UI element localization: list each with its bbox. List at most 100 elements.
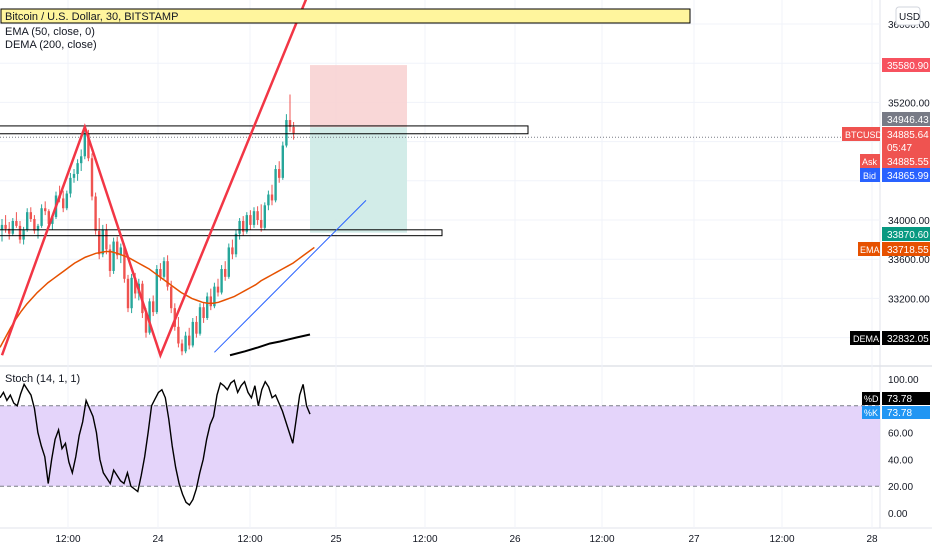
ema-price-tag: EMA 33718.55 [858,242,930,256]
stop-loss-zone [310,65,407,128]
svg-text:EMA: EMA [860,245,880,255]
candle-body [256,211,259,220]
blue-trend-line [214,200,367,353]
candle-body [213,286,216,307]
candle-body [51,217,54,224]
candle-body [47,211,50,224]
candle-body [65,193,68,209]
time-tick-label: 25 [330,534,342,545]
candle-body [288,120,292,127]
candle-body [90,158,94,197]
candle-body [198,307,202,334]
time-tick-label: 12:00 [237,534,262,545]
indicator-legend-ema[interactable]: EMA (50, close, 0) [5,26,95,38]
time-tick-label: 24 [152,534,164,545]
candle-body [134,277,137,294]
stoch-legend[interactable]: Stoch (14, 1, 1) [5,373,80,385]
candle-body [155,269,158,313]
candle-body [44,208,47,212]
stoch-k-tag: %K 73.78 [862,406,930,419]
candle-body [11,220,14,234]
stoch-tick-label: 60.00 [888,429,913,440]
candle-body [170,286,173,309]
candle-body [69,177,72,194]
candle-body [206,296,209,318]
candle-body [33,219,36,231]
svg-text:33718.55: 33718.55 [887,245,929,256]
candle-body [159,269,162,277]
candle-body [227,247,230,277]
svg-text:DEMA: DEMA [853,334,879,344]
candle-body [292,126,295,134]
indicator-legend-dema[interactable]: DEMA (200, close) [5,39,97,51]
candle-body [184,335,187,352]
ask-price-tag: Ask 34885.55 [860,154,930,168]
candle-body [144,313,148,333]
axis-labels: 36000.0035200.0034000.0033600.0033200.00… [55,20,930,545]
ema-line [0,246,315,348]
candle-body [162,261,166,277]
candle-body [224,269,227,277]
svg-text:34885.55: 34885.55 [887,157,929,168]
stoch-tick-label: 20.00 [888,482,913,493]
candle-body [191,321,194,346]
candle-body [40,208,43,226]
last-price-tag: BTCUSD 34885.64 05:47 [842,127,930,154]
candle-body [80,156,83,164]
time-tick-label: 12:00 [589,534,614,545]
candle-body [101,229,104,255]
candle-body [8,228,11,234]
candle-body [0,224,4,230]
time-tick-label: 28 [866,534,878,545]
dema-price-tag: DEMA 32832.05 [850,331,930,345]
time-tick-label: 27 [688,534,700,545]
candle-body [260,220,263,228]
candle-body [18,225,22,240]
indicator-lines [0,246,315,357]
candle-body [76,163,79,174]
stoch-tick-label: 40.00 [888,455,913,466]
take-profit-zone [310,127,407,233]
candle-body [220,269,223,293]
candle-body [231,247,234,255]
candle-body [4,224,7,229]
main-pane-bg [0,0,880,365]
candle-body [83,133,86,157]
candle-body [267,194,270,206]
svg-text:Bid: Bid [863,171,876,181]
price-tick-label: 33200.00 [888,294,930,305]
stoch-tick-label: 100.00 [888,375,919,386]
candle-body [62,198,65,209]
candle-body [123,247,126,279]
candle-body [94,196,97,231]
candle-body [245,215,248,232]
red-zigzag-line [0,0,308,359]
time-tick-label: 12:00 [55,534,80,545]
stoch-band [0,405,880,487]
candle-body [202,307,205,318]
candle-body [285,120,288,146]
candle-body [152,301,155,313]
price-tick-label: 35200.00 [888,98,930,109]
candle-body [130,277,133,309]
candle-body [242,220,245,232]
candle-body [22,229,25,240]
target-price-tag: 33870.60 [882,227,930,241]
support-box [0,229,443,237]
candle-body [166,261,169,287]
time-tick-label: 12:00 [412,534,437,545]
symbol-title-box[interactable] [0,8,691,24]
candle-body [177,326,180,344]
svg-text:%K: %K [864,408,878,418]
candle-body [270,194,274,201]
svg-text:32832.05: 32832.05 [887,334,929,345]
symbol-title: Bitcoin / U.S. Dollar, 30, BITSTAMP [5,11,178,23]
svg-text:%D: %D [864,394,879,404]
currency-button[interactable] [895,6,921,26]
candle-body [87,133,90,159]
drawing-tools[interactable] [0,0,529,359]
candle-body [281,145,284,178]
svg-text:34865.99: 34865.99 [887,171,929,182]
stoch-k-line [0,379,311,506]
